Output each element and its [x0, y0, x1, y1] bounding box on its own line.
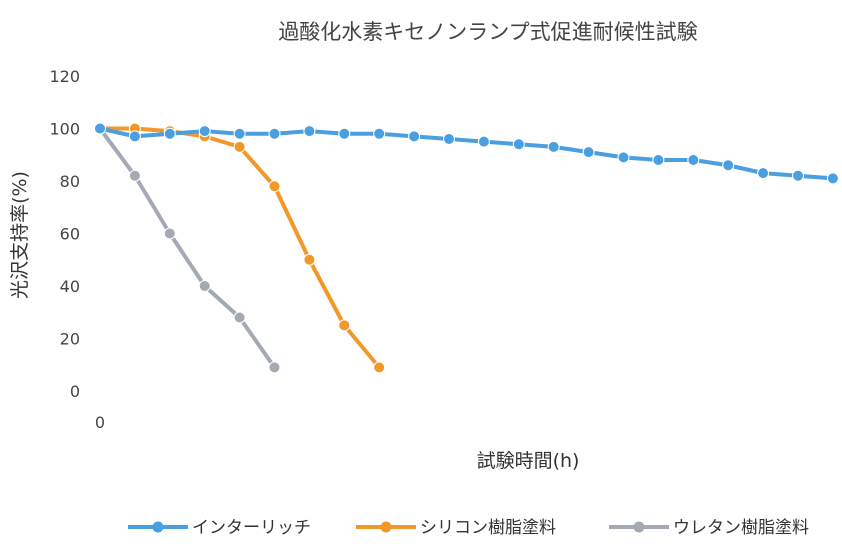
- legend: インターリッチ シリコン樹脂塗料 ウレタン樹脂塗料: [128, 517, 809, 538]
- data-point: [757, 167, 770, 180]
- data-point: [722, 159, 735, 172]
- data-point: [547, 140, 560, 153]
- series-line: [98, 126, 277, 370]
- data-point: [617, 151, 630, 164]
- y-tick-label: 20: [60, 330, 80, 349]
- data-point: [198, 125, 211, 138]
- series-line: [98, 126, 835, 181]
- data-point: [477, 135, 490, 148]
- data-point: [443, 133, 455, 145]
- data-point: [268, 180, 281, 193]
- y-axis-ticks: 0 20 40 60 80 100 120: [49, 67, 80, 401]
- series-group: [94, 122, 386, 374]
- data-point: [233, 140, 246, 153]
- data-point: [826, 172, 839, 185]
- legend-item: インターリッチ: [128, 518, 311, 538]
- y-tick-label: 40: [60, 277, 80, 296]
- y-tick-label: 120: [49, 67, 80, 86]
- data-point: [792, 169, 804, 182]
- legend-marker: [380, 521, 392, 533]
- data-point: [163, 227, 176, 240]
- chart-title: 過酸化水素キセノンランプ式促進耐候性試験: [278, 20, 697, 44]
- data-point: [268, 127, 281, 140]
- legend-item: ウレタン樹脂塗料: [609, 517, 809, 538]
- data-point: [303, 125, 316, 138]
- data-point: [373, 127, 386, 140]
- data-point: [652, 154, 665, 166]
- data-point: [338, 319, 351, 332]
- x-tick-label: 0: [95, 413, 105, 432]
- x-axis-ticks: 0: [95, 413, 105, 432]
- legend-label: インターリッチ: [192, 518, 311, 538]
- data-point: [338, 127, 351, 140]
- data-point: [408, 130, 421, 143]
- y-tick-label: 100: [49, 120, 80, 139]
- legend-marker: [152, 521, 164, 533]
- legend-label: ウレタン樹脂塗料: [673, 517, 809, 538]
- series-line: [98, 126, 382, 370]
- data-point: [128, 130, 141, 143]
- legend-label: シリコン樹脂塗料: [420, 517, 556, 538]
- data-point: [128, 169, 141, 182]
- data-point: [373, 361, 386, 374]
- data-point: [268, 361, 281, 374]
- y-tick-label: 0: [70, 382, 80, 401]
- data-point: [163, 127, 176, 140]
- x-axis-label: 試験時間(h): [477, 450, 580, 472]
- data-point: [303, 253, 316, 266]
- data-point: [582, 146, 595, 159]
- y-tick-label: 80: [60, 172, 80, 191]
- data-point: [198, 280, 211, 292]
- y-tick-label: 60: [60, 225, 80, 244]
- data-point: [512, 138, 525, 151]
- series-group: [94, 122, 281, 374]
- data-point: [94, 122, 106, 135]
- data-point: [233, 311, 246, 324]
- series-group: [94, 122, 839, 185]
- series-layer: [94, 122, 839, 374]
- data-point: [687, 154, 700, 166]
- data-point: [233, 127, 246, 140]
- legend-item: シリコン樹脂塗料: [356, 517, 556, 538]
- legend-marker: [633, 521, 645, 533]
- y-axis-label: 光沢支持率(%): [9, 171, 31, 299]
